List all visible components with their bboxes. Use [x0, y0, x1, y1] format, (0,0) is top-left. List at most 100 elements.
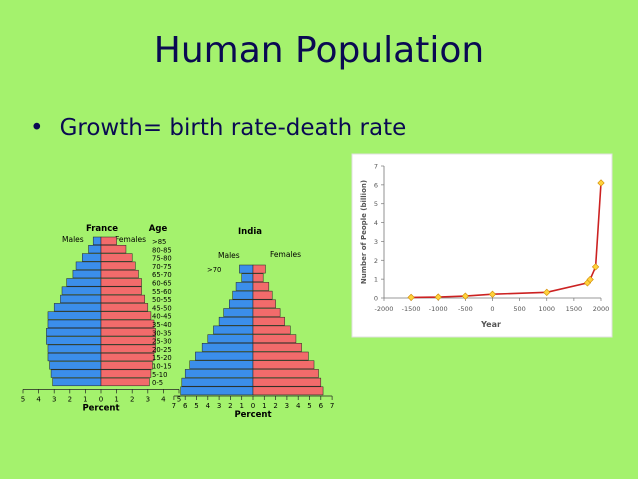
india-x-tick-label: 7 [330, 402, 334, 410]
france-x-tick-label: 3 [52, 395, 56, 403]
india-male-bar [180, 386, 254, 396]
growth-y-tick-label: 1 [374, 276, 378, 284]
france-x-axis-title: Percent [82, 403, 119, 413]
france-age-label: 25-30 [152, 338, 172, 346]
growth-point [461, 292, 469, 300]
india-female-bar [252, 290, 273, 300]
india-female-bar [252, 316, 285, 326]
france-age-label: >85 [152, 238, 166, 246]
growth-point [597, 179, 605, 187]
france-male-bar [92, 236, 102, 245]
france-x-tick-label: 1 [114, 395, 118, 403]
france-male-bar [47, 344, 102, 353]
india-male-bar [181, 377, 254, 387]
france-age-label: 40-45 [152, 313, 172, 321]
india-female-bar [252, 386, 324, 396]
india-x-tick-label: 6 [183, 402, 188, 410]
india-male-bar [195, 351, 254, 361]
france-female-bar [100, 361, 153, 370]
france-age-label: 15-20 [152, 354, 172, 362]
india-female-bar [252, 325, 291, 335]
france-female-bar [100, 369, 152, 378]
growth-x-tick-label: -2000 [375, 305, 394, 313]
france-x-tick-label: 2 [130, 395, 134, 403]
france-male-bar [75, 261, 102, 270]
india-x-tick-label: 6 [319, 402, 324, 410]
growth-x-tick-label: -1000 [429, 305, 448, 313]
france-x-tick-label: 5 [177, 395, 181, 403]
growth-point [434, 293, 442, 301]
france-age-label: 55-60 [152, 288, 172, 296]
france-females-label: Females [115, 235, 146, 244]
france-male-bar [60, 294, 102, 304]
growth-x-tick-label: -500 [458, 305, 473, 313]
india-male-bar [189, 360, 254, 370]
growth-point [586, 275, 594, 284]
growth-y-tick-label: 6 [374, 181, 378, 189]
france-age-label: 20-25 [152, 346, 172, 354]
france-female-bar [100, 311, 152, 320]
india-male-bar [223, 308, 254, 317]
bullet-text: Growth= birth rate-death rate [59, 115, 407, 141]
france-male-bar [47, 311, 102, 320]
france-age-label: 70-75 [152, 263, 172, 271]
india-x-tick-label: 2 [228, 402, 232, 410]
india-x-tick-label: 5 [307, 402, 311, 410]
india-age-label: >70 [207, 266, 221, 274]
growth-point [488, 290, 497, 298]
growth-y-tick-label: 2 [374, 257, 378, 265]
growth-y-tick-label: 5 [374, 200, 378, 208]
india-x-tick-label: 0 [251, 402, 255, 410]
india-x-tick-label: 3 [285, 402, 289, 410]
france-female-bar [100, 352, 155, 362]
france-age-label: 30-35 [152, 329, 172, 337]
france-male-bar [53, 303, 102, 312]
india-male-bar [239, 264, 254, 274]
growth-point [407, 293, 415, 302]
france-female-bar [100, 286, 142, 295]
growth-x-tick-label: 2000 [593, 305, 610, 313]
france-x-tick-label: 1 [83, 395, 87, 403]
france-male-bar [82, 253, 102, 262]
france-x-tick-label: 0 [99, 395, 103, 403]
india-female-bar [252, 377, 322, 387]
france-age-label: 5-10 [152, 371, 167, 379]
france-x-tick-label: 4 [36, 395, 41, 403]
india-x-tick-label: 3 [217, 402, 221, 410]
india-x-tick-label: 1 [262, 402, 266, 410]
france-age-label: 75-80 [152, 255, 172, 263]
france-female-bar [100, 328, 156, 337]
india-male-bar [207, 334, 254, 343]
france-female-bar [100, 336, 156, 345]
india-female-bar [252, 334, 297, 343]
india-male-bar [218, 316, 254, 326]
india-male-bar [213, 325, 254, 335]
growth-x-tick-label: 500 [513, 305, 525, 313]
india-female-bar [252, 351, 309, 361]
france-age-label: 80-85 [152, 246, 172, 254]
growth-x-tick-label: 0 [490, 305, 494, 313]
growth-y-tick-label: 4 [374, 219, 378, 227]
slide-title: Human Population [153, 30, 485, 71]
india-female-bar [252, 264, 266, 274]
growth-x-tick-label: -1500 [402, 305, 421, 313]
france-female-bar [100, 377, 150, 387]
france-age-label: 60-65 [152, 280, 172, 288]
bullet-point: • Growth= birth rate-death rate [30, 115, 406, 141]
france-age-label: 10-15 [152, 363, 172, 371]
india-female-bar [252, 299, 276, 309]
france-male-bar [47, 352, 102, 362]
growth-y-tick-label: 7 [374, 163, 378, 171]
growth-x-tick-label: 1000 [538, 305, 555, 313]
france-x-tick-label: 3 [146, 395, 150, 403]
france-title: France [86, 224, 118, 234]
india-x-tick-label: 4 [296, 402, 301, 410]
growth-x-tick-label: 1500 [566, 305, 583, 313]
france-male-bar [46, 336, 102, 345]
india-male-bar [232, 290, 254, 300]
france-male-bar [47, 319, 102, 328]
india-female-bar [252, 343, 302, 352]
india-male-bar [184, 369, 254, 378]
india-female-bar [252, 308, 281, 317]
france-age-label: 50-55 [152, 296, 172, 304]
